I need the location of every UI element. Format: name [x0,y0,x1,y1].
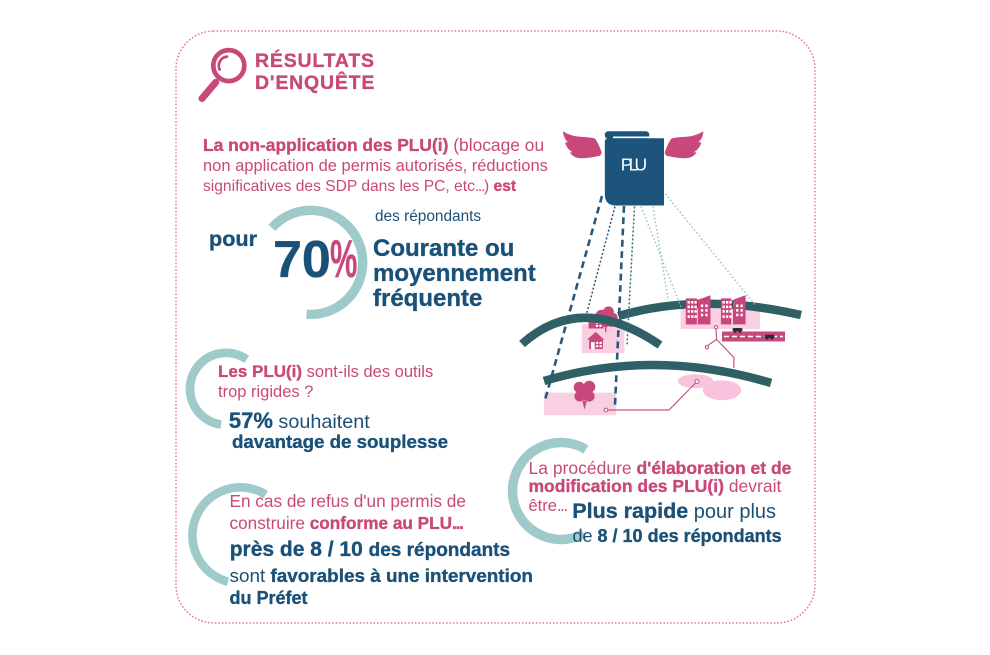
svg-text:PLU: PLU [621,154,648,174]
